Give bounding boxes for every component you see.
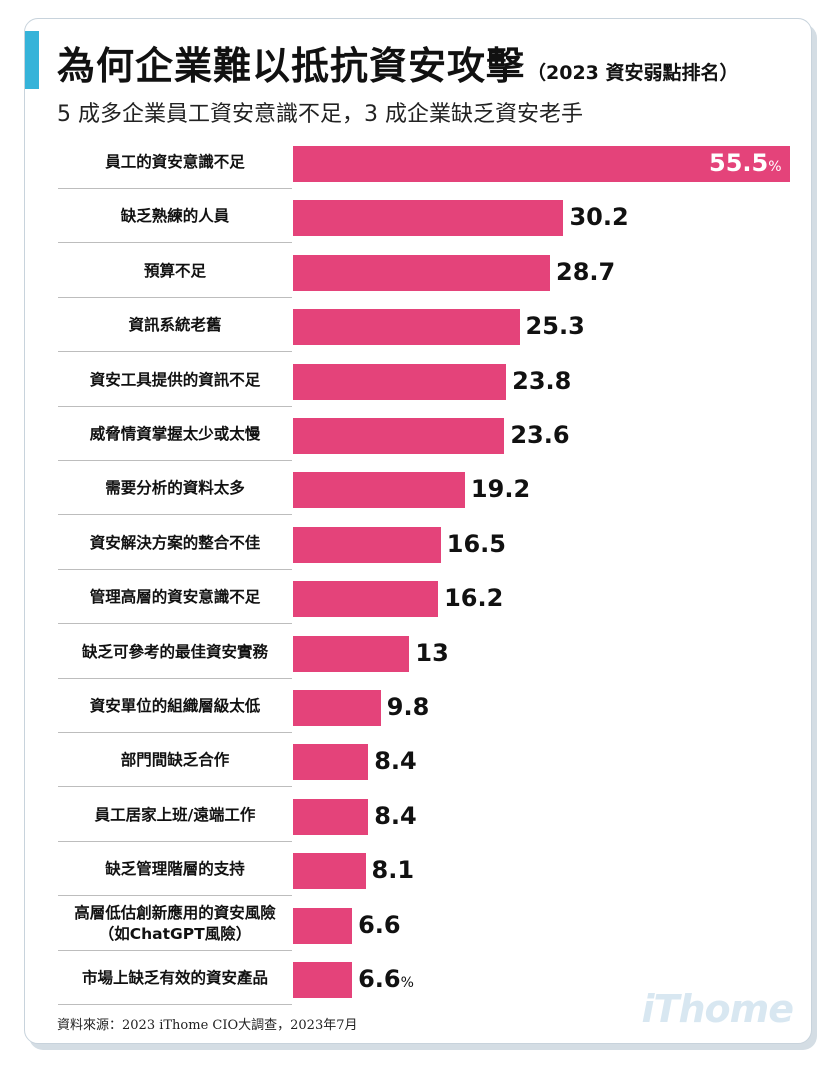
category-label-cell: 員工的資安意識不足 xyxy=(58,136,292,189)
data-label: 8.4 xyxy=(374,801,417,830)
bar xyxy=(293,962,353,998)
category-label-cell: 資安工具提供的資訊不足 xyxy=(58,354,292,407)
bar xyxy=(293,635,410,672)
data-label: 23.6 xyxy=(510,421,570,449)
bar xyxy=(293,798,369,835)
bar xyxy=(293,254,550,291)
title-text: 為何企業難以抵抗資安攻擊 xyxy=(57,44,526,88)
bar xyxy=(293,309,520,346)
chart-title: 為何企業難以抵抗資安攻擊 （2023 資安弱點排名） xyxy=(57,35,739,90)
category-label: 員工的資安意識不足 xyxy=(105,152,245,171)
percent-sign: % xyxy=(768,159,782,175)
infographic-card: 為何企業難以抵抗資安攻擊 （2023 資安弱點排名） 5 成多企業員工資安意識不足… xyxy=(24,18,812,1044)
data-label: 6.6% xyxy=(358,965,414,993)
bar xyxy=(293,200,564,237)
bar-chart: 員工的資安意識不足 55.5% 缺乏熟練的人員 30.2 預算不足 28.7 資訊系統老舊 2… xyxy=(25,19,811,1043)
category-label-cell: 員工居家上班/遠端工作 xyxy=(58,789,292,842)
ithome-logo: iThome xyxy=(641,987,794,1031)
category-label-cell: 缺乏熟練的人員 xyxy=(58,190,292,244)
data-label: 23.8 xyxy=(512,366,572,395)
data-label: 28.7 xyxy=(556,257,616,286)
category-label: 管理高層的資安意識不足 xyxy=(89,588,261,607)
category-label: 市場上缺乏有效的資安產品 xyxy=(81,968,268,987)
data-label: 25.3 xyxy=(525,312,585,341)
bar xyxy=(293,853,366,890)
bar xyxy=(293,581,439,618)
category-label: 資安單位的組織層級太低 xyxy=(89,696,261,715)
category-label-cell: 資訊系統老舊 xyxy=(58,299,292,353)
source-note: 資料來源：2023 iThome CIO大調查，2023年7月 xyxy=(57,1018,358,1033)
category-label-cell: 缺乏管理階層的支持 xyxy=(58,843,292,897)
data-label: 55.5% xyxy=(709,149,782,177)
percent-sign: % xyxy=(400,975,414,991)
bar xyxy=(293,472,465,509)
category-label: 威脅情資掌握太少或太慢 xyxy=(89,424,261,443)
data-label: 8.1 xyxy=(371,856,415,885)
category-label-cell: 資安解決方案的整合不佳 xyxy=(58,517,292,570)
bar xyxy=(293,146,790,182)
category-label: 缺乏管理階層的支持 xyxy=(105,860,245,879)
data-label: 19.2 xyxy=(470,475,531,504)
data-label: 8.4 xyxy=(374,747,417,776)
category-label: 缺乏可參考的最佳資安實務 xyxy=(81,642,268,661)
data-label: 16.2 xyxy=(444,584,504,613)
data-label: 13 xyxy=(415,638,449,667)
category-label: 資訊系統老舊 xyxy=(128,316,222,335)
category-label-cell: 部門間缺乏合作 xyxy=(58,734,292,788)
category-label: 預算不足 xyxy=(143,261,206,280)
category-label-cell: 缺乏可參考的最佳資安實務 xyxy=(58,626,292,679)
chart-subtitle: 5 成多企業員工資安意識不足，3 成企業缺乏資安老手 xyxy=(57,102,583,127)
bar xyxy=(293,744,369,781)
category-label-cell: 管理高層的資安意識不足 xyxy=(58,571,292,625)
data-label: 9.8 xyxy=(386,693,430,721)
data-label: 6.6 xyxy=(358,910,401,939)
category-label-cell: 資安單位的組織層級太低 xyxy=(58,680,292,733)
category-label-cell: 需要分析的資料太多 xyxy=(58,462,292,516)
bar xyxy=(293,907,353,944)
category-label-cell: 預算不足 xyxy=(58,245,292,298)
data-label: 30.2 xyxy=(569,203,629,232)
category-label: 員工居家上班/遠端工作 xyxy=(94,805,256,824)
bar xyxy=(293,526,441,563)
bar xyxy=(293,363,507,400)
title-accent-bar xyxy=(25,31,39,89)
title-note: （2023 資安弱點排名） xyxy=(527,62,739,84)
bar xyxy=(293,418,505,454)
data-label: 16.5 xyxy=(446,529,506,558)
category-label: 缺乏熟練的人員 xyxy=(120,207,230,226)
category-label-cell: 市場上缺乏有效的資安產品 xyxy=(58,952,292,1005)
category-label: 資安工具提供的資訊不足 xyxy=(89,370,261,389)
category-label: 資安解決方案的整合不佳 xyxy=(89,533,261,552)
category-label: 需要分析的資料太多 xyxy=(105,479,245,498)
bar xyxy=(293,690,381,726)
category-label-cell: 威脅情資掌握太少或太慢 xyxy=(58,408,292,461)
category-label-cell: 高層低估創新應用的資安風險 （如ChatGPT風險） xyxy=(58,898,292,951)
category-label: 高層低估創新應用的資安風險 （如ChatGPT風險） xyxy=(74,904,276,943)
category-label: 部門間缺乏合作 xyxy=(120,751,230,770)
